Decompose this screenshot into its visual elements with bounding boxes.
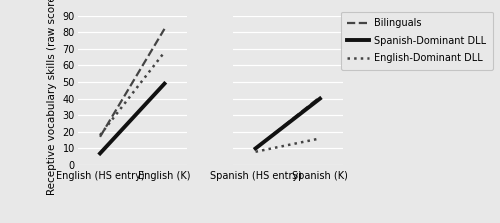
Legend: Bilinguals, Spanish-Dominant DLL, English-Dominant DLL: Bilinguals, Spanish-Dominant DLL, Englis…: [340, 12, 492, 70]
Y-axis label: Receptive vocabulary skills (raw scores): Receptive vocabulary skills (raw scores): [47, 0, 57, 195]
